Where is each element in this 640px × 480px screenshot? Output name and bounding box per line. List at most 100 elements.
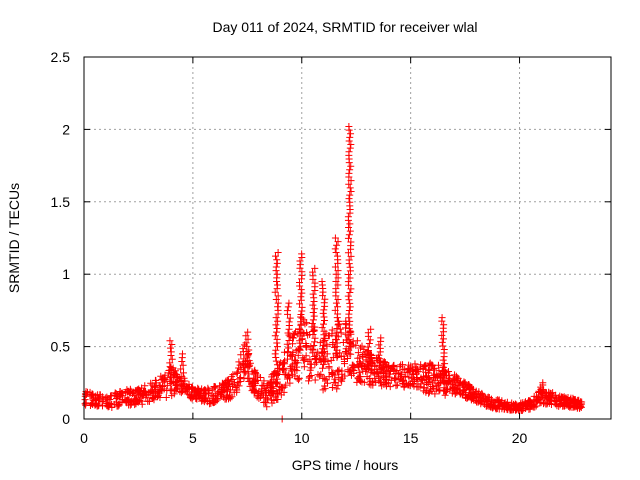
data-point [168, 355, 176, 363]
data-point [346, 263, 354, 271]
data-point [331, 306, 339, 314]
data-point [365, 347, 372, 355]
data-point [291, 366, 299, 374]
data-point [177, 365, 185, 373]
chart-title: Day 011 of 2024, SRMTID for receiver wla… [212, 19, 477, 35]
data-point [396, 363, 404, 371]
data-point [459, 380, 467, 388]
data-point [272, 353, 280, 361]
data-point [335, 366, 343, 374]
data-point [269, 370, 277, 378]
data-point [319, 338, 327, 346]
data-point [347, 162, 355, 170]
data-point [439, 335, 447, 343]
data-point [271, 288, 279, 296]
data-point [376, 365, 384, 373]
data-point [332, 332, 340, 340]
data-point [329, 369, 337, 377]
data-point [364, 343, 372, 351]
data-point [147, 389, 155, 397]
data-point [286, 333, 294, 341]
data-point [219, 393, 227, 401]
data-point [375, 355, 383, 363]
data-point [194, 392, 202, 400]
data-point [332, 277, 340, 285]
data-point [434, 381, 442, 389]
data-point [272, 296, 280, 304]
data-point [424, 369, 432, 377]
data-point [319, 356, 327, 364]
data-point [295, 325, 303, 333]
data-point [249, 378, 257, 386]
data-point [540, 399, 548, 407]
data-point [241, 368, 249, 376]
data-point [399, 376, 407, 384]
data-point [345, 123, 353, 131]
data-point [347, 252, 355, 260]
data-point [175, 377, 183, 385]
data-point [386, 383, 394, 391]
data-point [438, 331, 446, 339]
data-point [333, 252, 341, 260]
data-point [341, 372, 349, 380]
data-point [524, 403, 532, 411]
data-point [389, 362, 397, 370]
data-point [283, 375, 291, 383]
data-point [295, 376, 303, 384]
data-point [266, 389, 274, 397]
data-point [274, 364, 282, 372]
data-point [441, 387, 449, 395]
data-point [346, 227, 354, 235]
data-point [298, 268, 306, 276]
data-point [92, 392, 100, 400]
data-point [318, 324, 326, 332]
data-point [367, 325, 375, 333]
data-point [409, 380, 417, 388]
data-point [334, 381, 342, 389]
data-point [118, 398, 126, 406]
data-point [379, 364, 387, 372]
data-point [274, 368, 282, 376]
data-point [311, 264, 319, 272]
data-point [111, 389, 119, 397]
data-point [283, 340, 291, 348]
data-point [273, 361, 281, 369]
data-point [87, 399, 95, 407]
data-point [347, 177, 355, 185]
data-point [147, 379, 155, 387]
data-point [377, 369, 385, 377]
data-point [553, 397, 561, 405]
data-point [439, 377, 447, 385]
data-point [303, 343, 311, 351]
data-point [416, 383, 424, 391]
x-tick-label: 5 [189, 430, 197, 446]
data-point [270, 390, 278, 398]
data-point [438, 314, 446, 322]
data-point [273, 335, 281, 343]
data-point [334, 303, 342, 311]
data-point [341, 324, 349, 332]
data-point [360, 345, 368, 353]
data-point [242, 339, 250, 347]
data-point [332, 248, 340, 256]
data-point [375, 373, 383, 381]
data-point [347, 285, 355, 293]
y-tick-label: 2.5 [51, 49, 71, 65]
data-point [286, 351, 294, 359]
data-point [320, 374, 328, 382]
data-point [250, 386, 258, 394]
data-point [126, 389, 134, 397]
data-point [336, 325, 344, 333]
data-point [243, 353, 251, 361]
data-point [162, 393, 170, 401]
data-point [254, 377, 262, 385]
data-point [354, 349, 362, 357]
data-point [342, 348, 350, 356]
data-point [295, 374, 303, 382]
data-point [298, 289, 306, 297]
data-point [345, 256, 353, 264]
data-point [166, 387, 174, 395]
data-point [305, 377, 313, 385]
data-point [346, 184, 354, 192]
data-point [307, 372, 315, 380]
